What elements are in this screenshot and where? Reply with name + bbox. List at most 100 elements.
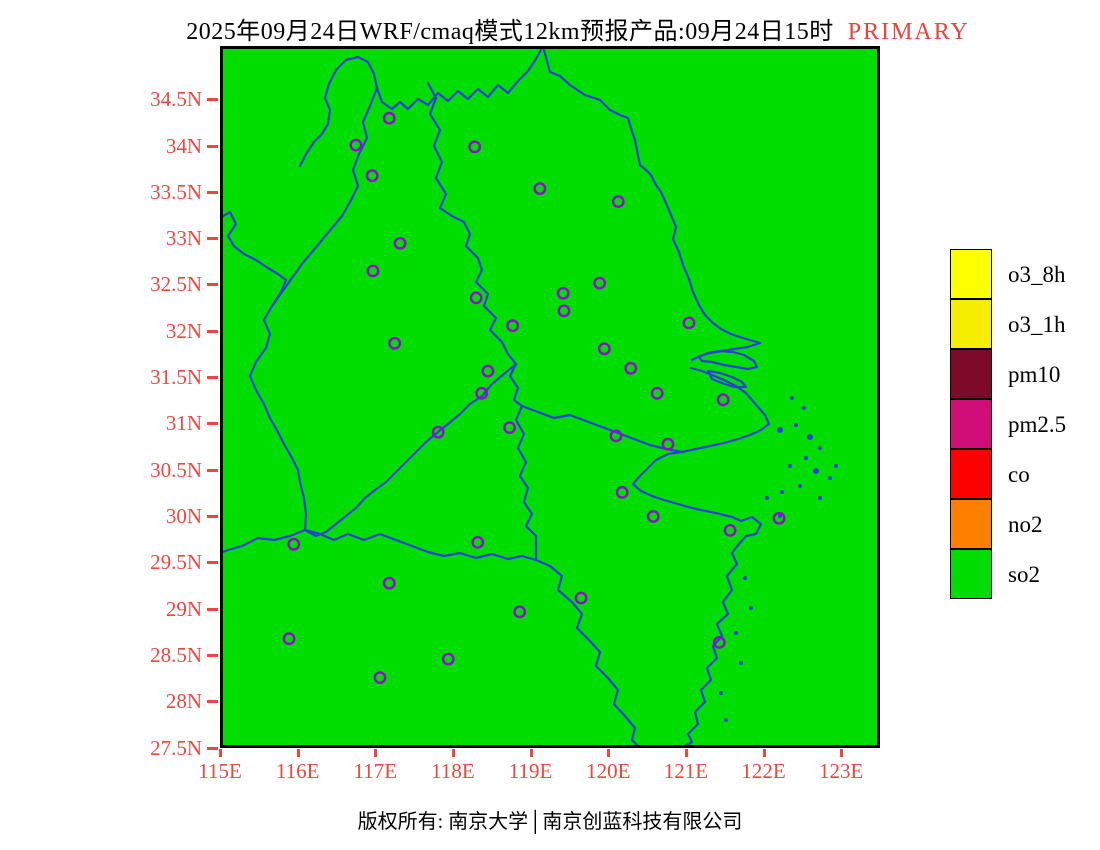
legend-label: co — [1008, 462, 1030, 487]
anhui-zhejiang-border — [514, 404, 538, 562]
station-marker — [723, 523, 737, 537]
station-marker — [393, 236, 407, 250]
forecast-map — [220, 46, 880, 748]
island-dot — [818, 446, 822, 450]
lat-tick-label: 34.5N — [0, 87, 218, 112]
legend-swatch — [950, 549, 992, 599]
island-dot — [788, 464, 792, 468]
lon-tick-label: 116E — [275, 759, 320, 783]
station-marker — [365, 169, 379, 183]
island-dot — [813, 468, 819, 474]
lat-tick-mark — [207, 144, 218, 148]
lat-tick-label: 32N — [0, 318, 218, 343]
lat-tick-label: 33.5N — [0, 180, 218, 204]
lat-tick-text: 31N — [165, 411, 202, 436]
lon-tick-mark — [762, 749, 766, 757]
lat-tick-text: 30N — [165, 503, 202, 528]
island-dot — [777, 427, 783, 433]
lat-tick-label: 28.5N — [0, 643, 218, 667]
lon-tick-label: 118E — [431, 759, 475, 783]
lat-tick-text: 32N — [165, 318, 202, 343]
changxing-island — [706, 369, 748, 389]
lat-tick-label: 27.5N — [0, 735, 218, 760]
legend-swatch — [950, 449, 992, 499]
legend-swatch — [950, 499, 992, 549]
station-marker — [772, 511, 786, 525]
lon-tick-label: 121E — [663, 759, 709, 783]
lat-tick-text: 34.5N — [150, 87, 202, 112]
legend-label: pm10 — [1008, 362, 1061, 387]
lat-tick-mark — [207, 468, 218, 472]
lon-tick-label: 123E — [819, 759, 864, 783]
lat-tick-label: 29.5N — [0, 550, 218, 574]
lat-tick-label: 31N — [0, 411, 218, 436]
station-marker — [481, 364, 495, 378]
station-marker — [556, 286, 570, 300]
station-marker — [373, 671, 387, 684]
lat-tick-text: 32.5N — [150, 272, 202, 297]
lat-tick-text: 30.5N — [150, 457, 202, 482]
lat-tick-mark — [207, 561, 218, 565]
station-marker — [475, 386, 489, 400]
station-marker — [471, 535, 485, 549]
station-marker — [382, 111, 396, 125]
station-marker — [593, 276, 607, 290]
lat-tick-mark — [207, 329, 218, 333]
station-marker — [716, 393, 730, 407]
island-dot — [794, 423, 798, 427]
island-dot — [804, 456, 808, 460]
legend-label: so2 — [1008, 562, 1040, 587]
station-marker — [597, 342, 611, 356]
lat-tick-label: 30N — [0, 503, 218, 528]
station-marker — [513, 605, 527, 619]
lat-tick-text: 27.5N — [150, 735, 202, 760]
lat-tick-mark — [207, 700, 218, 704]
legend-swatch — [950, 349, 992, 399]
north-province-border — [298, 46, 545, 168]
station-marker — [557, 304, 571, 318]
lat-tick-mark — [207, 607, 218, 611]
station-marker — [533, 182, 547, 196]
station-marker — [682, 316, 696, 330]
lon-tick-mark — [607, 749, 611, 757]
lat-tick-text: 29N — [165, 596, 202, 621]
lon-tick-mark — [374, 749, 378, 757]
island-dot — [734, 631, 738, 635]
chongming-island — [697, 349, 759, 371]
station-marker — [366, 264, 380, 278]
island-dot — [834, 464, 838, 468]
lat-tick-mark — [207, 746, 218, 750]
station-marker — [650, 386, 664, 400]
island-dot — [802, 406, 806, 410]
station-marker — [469, 291, 483, 305]
station-marker — [349, 138, 363, 152]
station-marker — [624, 361, 638, 375]
station-marker — [382, 576, 396, 590]
legend-label: pm2.5 — [1008, 412, 1067, 437]
station-markers — [282, 111, 786, 684]
lon-tick-label: 115E — [198, 759, 242, 783]
legend-label: o3_1h — [1008, 312, 1066, 337]
island-dot — [798, 484, 802, 488]
island-dot — [780, 490, 784, 494]
lat-tick-mark — [207, 422, 218, 426]
west-province-border — [220, 210, 308, 532]
jiangxi-zhejiang-fujian-border — [303, 528, 642, 748]
lon-tick-label: 119E — [508, 759, 553, 783]
island-dot — [743, 576, 747, 580]
lat-tick-mark — [207, 98, 218, 102]
copyright-footer: 版权所有: 南京大学│南京创蓝科技有限公司 — [357, 811, 743, 833]
lat-tick-text: 34N — [165, 133, 202, 158]
lon-tick-mark — [219, 749, 222, 757]
lon-tick-mark — [684, 749, 688, 757]
island-dot — [807, 434, 813, 440]
yangtze-estuary-south-bank — [689, 366, 771, 426]
island-dot — [778, 514, 782, 518]
lat-tick-label: 33N — [0, 226, 218, 250]
lon-tick-mark — [296, 749, 300, 757]
island-dot — [828, 476, 832, 480]
island-dot — [765, 496, 769, 500]
station-marker — [282, 632, 296, 646]
station-marker — [646, 510, 660, 523]
